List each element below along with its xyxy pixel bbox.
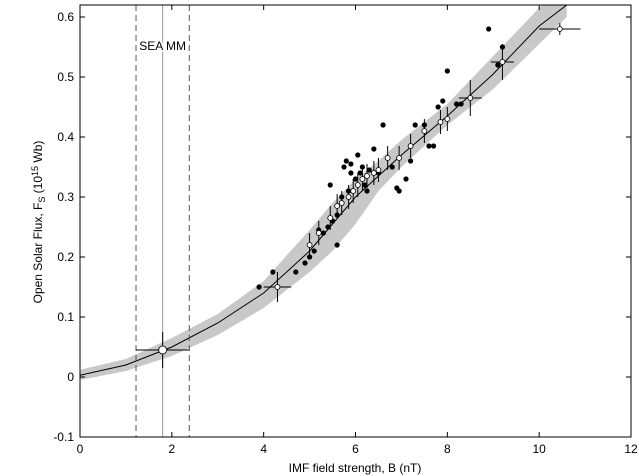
y-label-mid: (10 <box>31 176 45 197</box>
y-tick-label: 0.2 <box>57 250 74 264</box>
point <box>444 116 451 122</box>
point <box>389 164 395 170</box>
point <box>437 119 444 125</box>
point <box>486 26 492 32</box>
y-tick-label: 0.6 <box>57 10 74 24</box>
point <box>348 161 354 167</box>
point <box>375 167 382 173</box>
y-tick-label: 0.4 <box>57 130 74 144</box>
y-label-sup: 15 <box>30 166 40 176</box>
point <box>327 215 334 221</box>
point <box>158 345 168 355</box>
point <box>306 242 313 248</box>
annotation: SEA MM <box>139 39 186 53</box>
point <box>370 170 377 176</box>
point <box>371 146 377 152</box>
point <box>341 164 347 170</box>
x-tick-label: 0 <box>77 442 84 456</box>
point <box>350 188 357 194</box>
point <box>320 230 326 236</box>
point <box>327 182 333 188</box>
point <box>270 269 276 275</box>
point <box>364 188 370 194</box>
x-tick-label: 10 <box>532 442 546 456</box>
point <box>362 182 368 188</box>
y-tick-label: 0.3 <box>57 190 74 204</box>
point <box>325 224 331 230</box>
point <box>293 269 299 275</box>
point <box>499 59 506 65</box>
point <box>364 173 370 179</box>
y-tick-label: 0 <box>67 370 74 384</box>
point <box>556 26 563 32</box>
point <box>403 176 409 182</box>
point <box>334 242 340 248</box>
point <box>421 128 428 134</box>
point <box>380 122 386 128</box>
point <box>430 143 437 149</box>
point <box>345 194 352 200</box>
point <box>440 98 446 104</box>
point <box>256 284 262 290</box>
confidence-band <box>80 5 567 380</box>
point <box>444 68 450 74</box>
point <box>366 167 372 173</box>
point <box>396 155 403 161</box>
point <box>408 158 414 164</box>
point <box>274 284 281 290</box>
point <box>396 188 402 194</box>
y-tick-label: 0.5 <box>57 70 74 84</box>
point <box>311 248 317 254</box>
point <box>355 152 361 158</box>
y-tick-label: -0.1 <box>53 430 74 444</box>
x-tick-label: 8 <box>444 442 451 456</box>
point <box>334 203 341 209</box>
x-tick-label: 2 <box>168 442 175 456</box>
point <box>359 176 366 182</box>
point <box>495 62 501 68</box>
point <box>407 143 414 149</box>
y-tick-label: 0.1 <box>57 310 74 324</box>
point <box>354 182 361 188</box>
point <box>348 170 354 176</box>
point <box>412 122 418 128</box>
x-axis-label: IMF field strength, B (nT) <box>289 461 422 475</box>
y-axis-label: Open Solar Flux, FS (1015 Wb) <box>30 141 47 304</box>
point <box>435 104 441 110</box>
point <box>343 158 349 164</box>
point <box>458 101 464 107</box>
x-tick-label: 12 <box>624 442 638 456</box>
point <box>302 260 308 266</box>
annotation: SEA MM <box>139 39 186 53</box>
y-label-sub: S <box>37 197 47 203</box>
point <box>338 200 345 206</box>
fit-line <box>80 5 568 376</box>
point <box>426 143 432 149</box>
point <box>352 176 359 182</box>
point <box>357 170 363 176</box>
x-tick-label: 6 <box>352 442 359 456</box>
x-tick-label: 4 <box>260 442 267 456</box>
point <box>315 230 322 236</box>
point <box>467 95 474 101</box>
point <box>453 101 460 107</box>
y-label-text: Open Solar Flux, F <box>31 203 45 304</box>
y-label-end: Wb) <box>31 141 45 166</box>
point <box>384 155 391 161</box>
